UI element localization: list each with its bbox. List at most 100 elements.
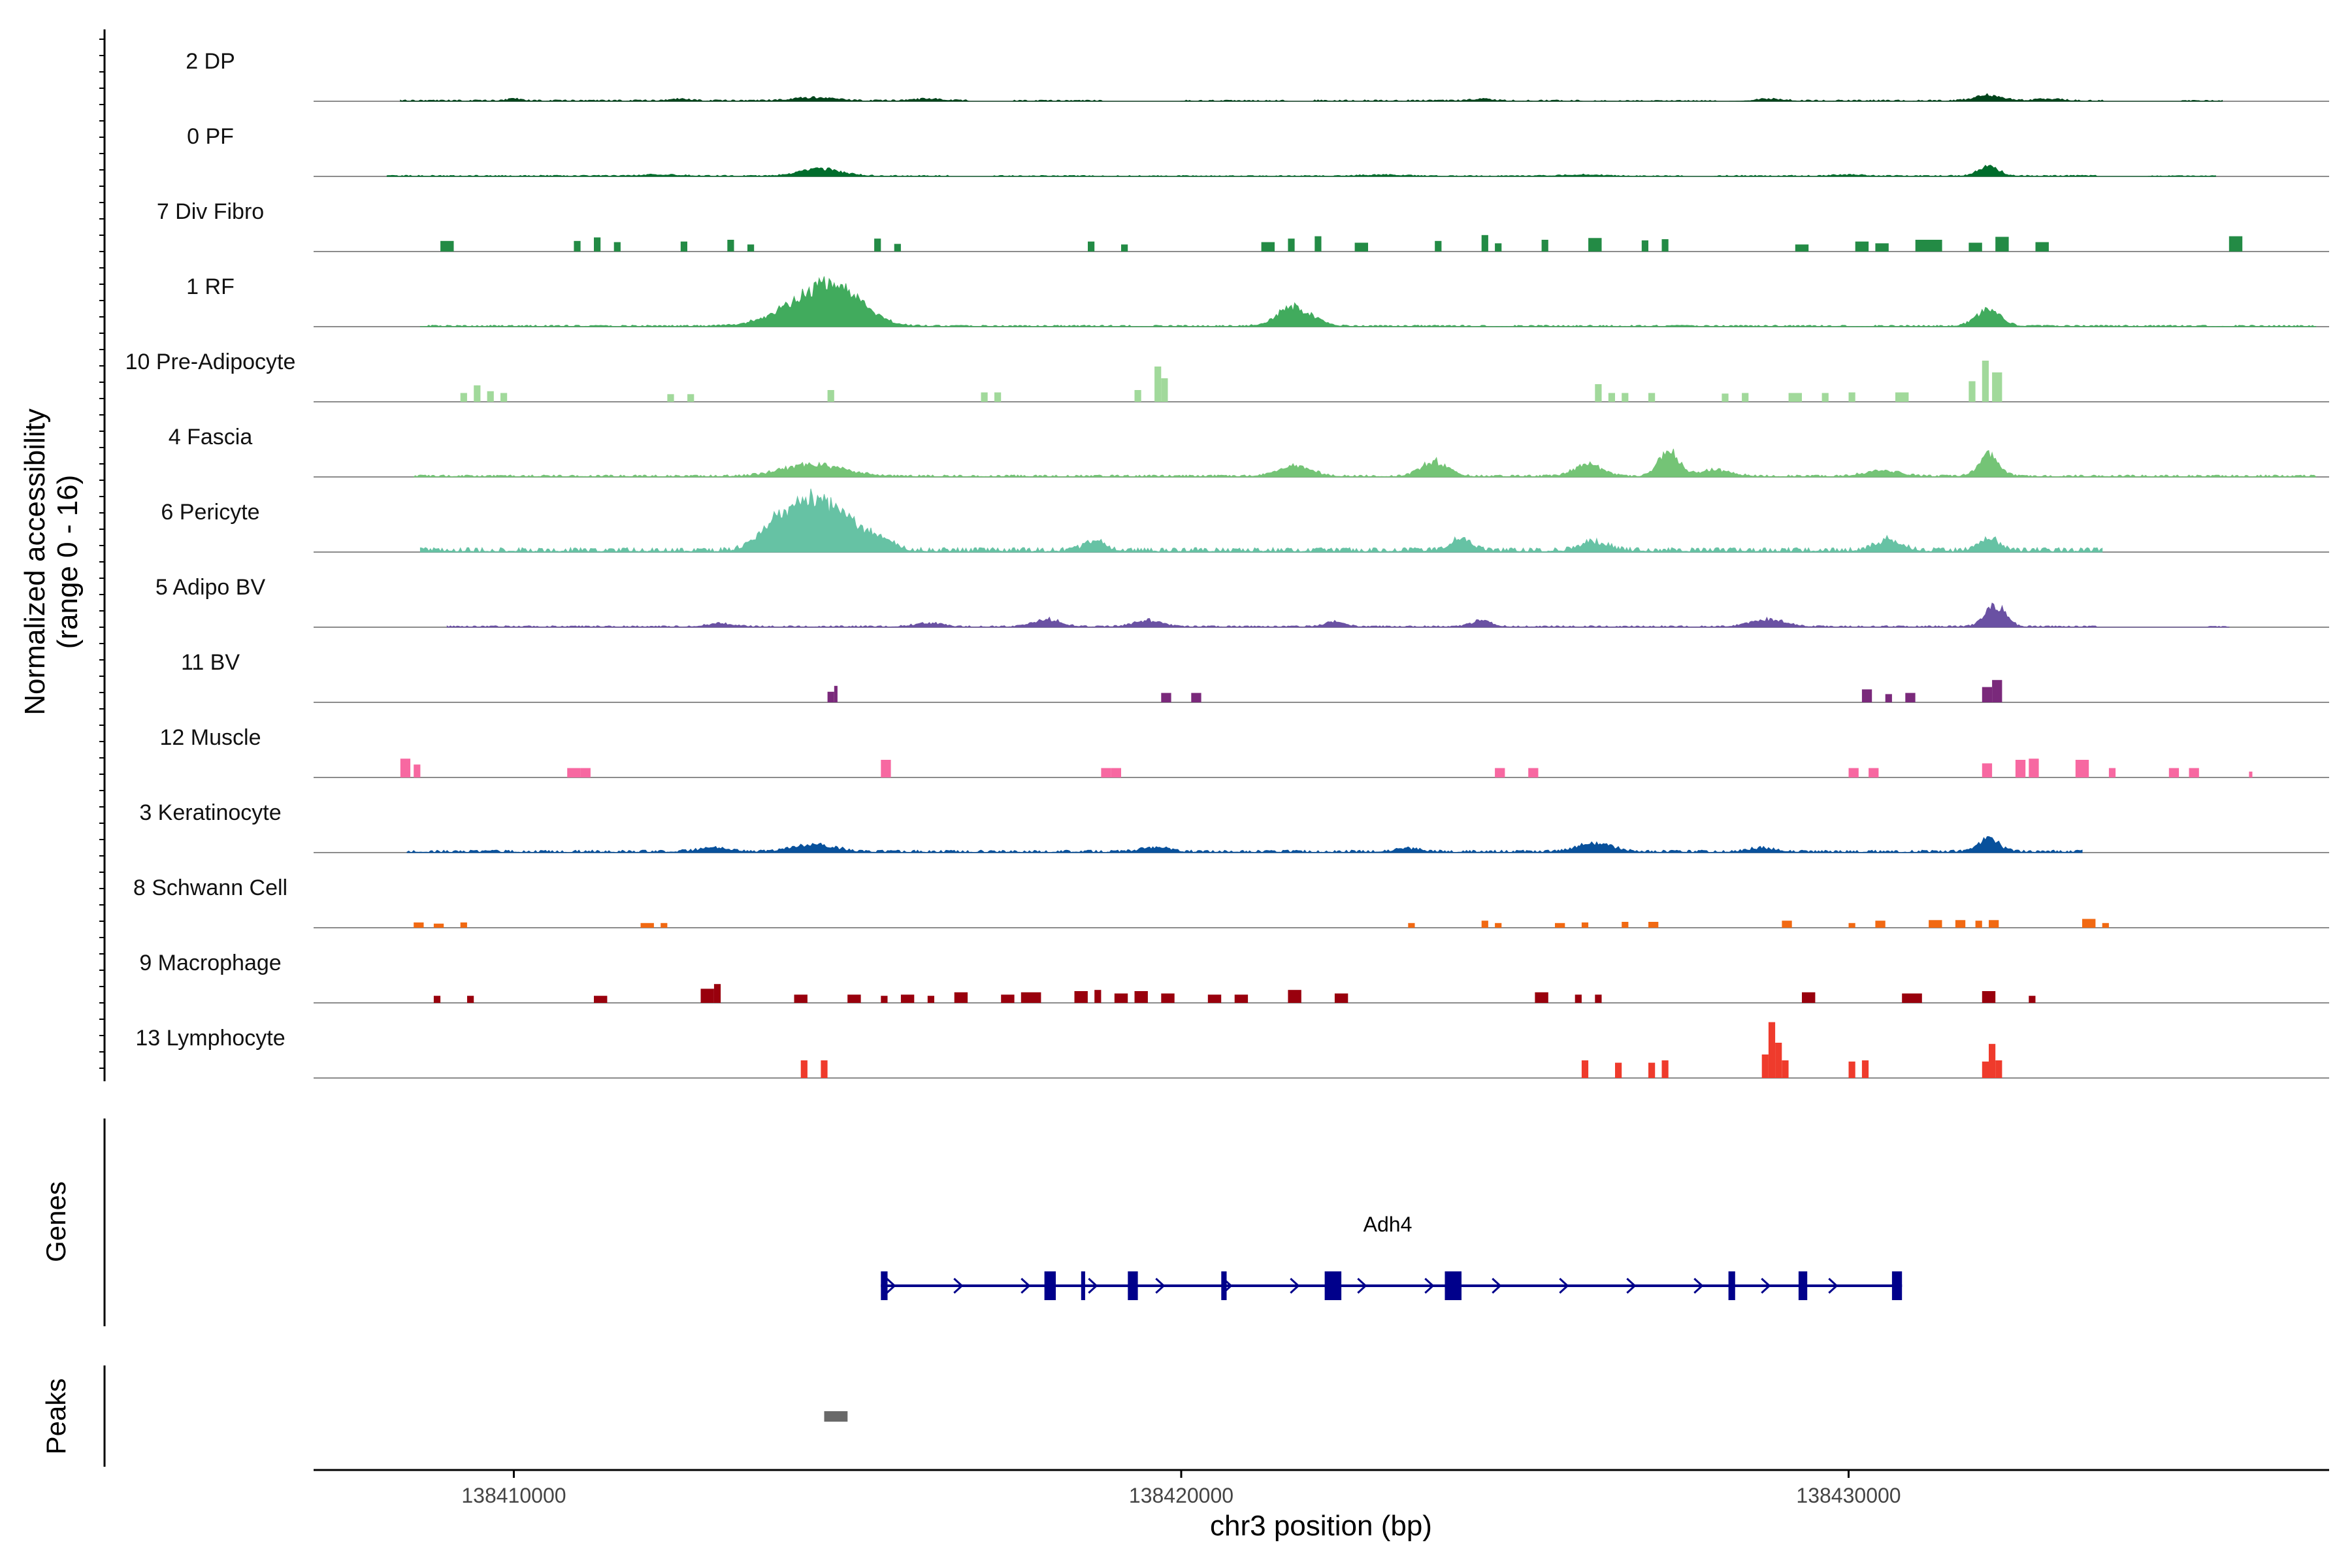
accessibility-bar [1074, 991, 1088, 1003]
accessibility-bar [500, 393, 508, 402]
accessibility-bar [1288, 990, 1301, 1003]
accessibility-bar [827, 691, 834, 702]
accessibility-bar [1982, 991, 1996, 1003]
strand-arrow [1761, 1277, 1771, 1294]
accessibility-bar [1982, 687, 1993, 702]
accessibility-bar [1622, 922, 1629, 928]
accessibility-bar [1661, 1060, 1669, 1078]
accessibility-bar [400, 759, 411, 777]
track-1: 2 DP [186, 49, 2329, 102]
track-4: 1 RF [186, 274, 2329, 327]
accessibility-bar [981, 392, 988, 402]
track-5: 10 Pre-Adipocyte [125, 350, 2329, 402]
strand-arrow [1693, 1277, 1704, 1294]
accessibility-bar [1261, 242, 1275, 252]
accessibility-bar [1982, 361, 1989, 402]
gene-exon [1221, 1271, 1227, 1300]
accessibility-bar [1885, 694, 1892, 702]
accessibility-bar [1608, 393, 1615, 402]
track-label: 13 Lymphocyte [135, 1026, 285, 1051]
accessibility-bar [1875, 243, 1889, 252]
accessibility-bar [1648, 1062, 1656, 1078]
accessibility-bar [1742, 393, 1749, 402]
accessibility-bar [900, 994, 915, 1003]
accessibility-bar [1134, 390, 1141, 402]
track-label: 10 Pre-Adipocyte [125, 350, 296, 374]
accessibility-bar [613, 242, 621, 252]
accessibility-bar [2029, 759, 2039, 777]
accessibility-bar [1161, 693, 1171, 702]
track-12: 8 Schwann Cell [133, 875, 2329, 928]
accessibility-bar [474, 385, 481, 402]
accessibility-bar [1661, 239, 1669, 252]
accessibility-bar [2029, 996, 2036, 1003]
accessibility-bar [1114, 993, 1128, 1003]
accessibility-bar [2102, 923, 2109, 928]
accessibility-bar [927, 996, 934, 1003]
accessibility-bar [460, 922, 467, 928]
accessibility-bar [1848, 1061, 1855, 1078]
accessibility-bar [1761, 1054, 1769, 1078]
gene-exon [1891, 1271, 1903, 1300]
accessibility-bar [827, 390, 834, 402]
accessibility-bar [1995, 1060, 2002, 1078]
accessibility-bar [487, 391, 494, 402]
accessibility-bar [1641, 240, 1648, 252]
strand-arrow [886, 1277, 896, 1294]
accessibility-bar [1191, 693, 1201, 702]
accessibility-area [419, 276, 2317, 327]
accessibility-bar [2249, 772, 2253, 777]
gene-name-label: Adh4 [1364, 1213, 1413, 1236]
strand-arrow [1828, 1277, 1838, 1294]
accessibility-bar [2229, 236, 2243, 252]
accessibility-bar [414, 922, 424, 928]
accessibility-bar [433, 923, 444, 928]
track-label: 9 Macrophage [139, 951, 281, 975]
accessibility-bar [1481, 921, 1488, 928]
accessibility-bar [1581, 1060, 1589, 1078]
accessibility-area [386, 165, 2216, 177]
accessibility-bar [2168, 768, 2180, 777]
accessibility-bar [2075, 760, 2089, 777]
accessibility-bar [1992, 679, 2002, 702]
accessibility-bar [567, 768, 581, 777]
accessibility-bar [1895, 392, 1909, 402]
accessibility-bar [994, 392, 1002, 402]
accessibility-bar [1315, 236, 1322, 252]
accessibility-bar [1968, 381, 1976, 402]
track-8: 5 Adipo BV [155, 575, 2329, 628]
track-10: 12 Muscle [160, 725, 2329, 778]
accessibility-bar [1722, 393, 1729, 402]
accessibility-bar [687, 394, 694, 402]
accessibility-bar [1154, 367, 1162, 402]
accessibility-bar [1995, 237, 2009, 252]
accessibility-bar [727, 240, 734, 252]
accessibility-bar [1555, 923, 1565, 928]
strand-arrow [1357, 1277, 1367, 1294]
track-13: 9 Macrophage [139, 951, 2329, 1004]
accessibility-bar [2082, 919, 2096, 928]
strand-arrow [1021, 1277, 1031, 1294]
accessibility-bar [700, 988, 714, 1003]
track-label: 12 Muscle [160, 725, 261, 750]
accessibility-bar [1968, 242, 1982, 252]
accessibility-bar [2189, 768, 2199, 777]
accessibility-bar [1207, 994, 1222, 1003]
accessibility-bar [1869, 768, 1879, 777]
accessibility-bar [881, 760, 891, 777]
accessibility-bar [1021, 992, 1041, 1003]
strand-arrow [1290, 1277, 1300, 1294]
accessibility-bar [1848, 768, 1859, 777]
peaks-panel-label: Peaks [41, 1379, 71, 1455]
accessibility-area [446, 602, 2230, 628]
accessibility-bar [580, 768, 591, 777]
accessibility-area [406, 836, 2083, 853]
accessibility-bar [954, 992, 968, 1003]
y-axis-title-line2: (range 0 - 16) [52, 475, 84, 649]
x-tick-label: 138410000 [461, 1484, 566, 1507]
accessibility-bar [1134, 991, 1148, 1003]
accessibility-bar [1288, 238, 1295, 252]
track-9: 11 BV [181, 650, 2329, 703]
accessibility-bar [1902, 993, 1922, 1003]
gene-exon [1728, 1271, 1735, 1300]
